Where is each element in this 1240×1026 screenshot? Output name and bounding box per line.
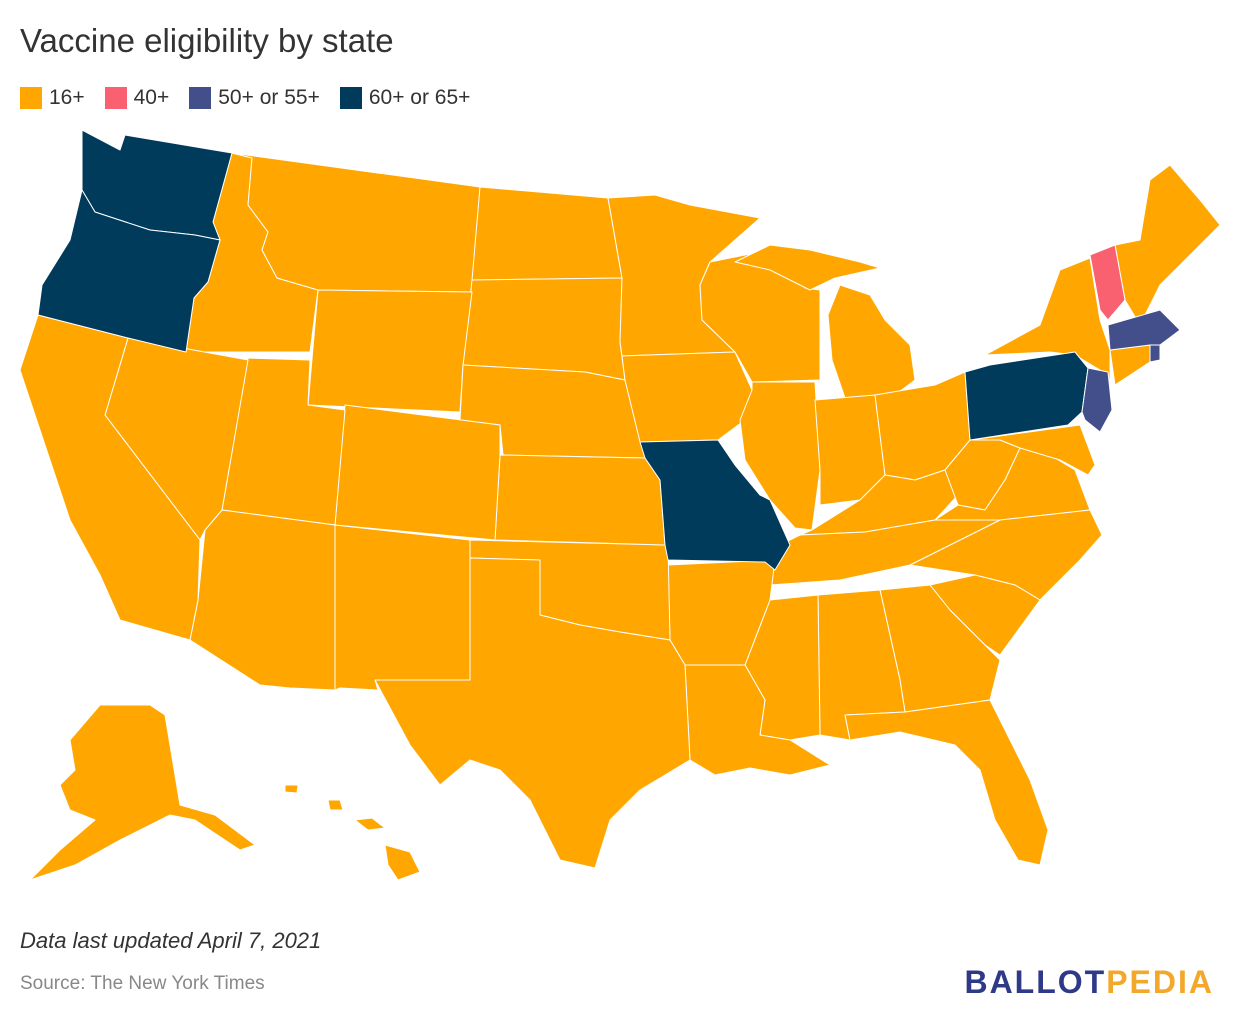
state-rhode-island: [1149, 344, 1161, 363]
state-hawaii-islands: [284, 784, 386, 831]
legend: 16+ 40+ 50+ or 55+ 60+ or 65+: [20, 86, 490, 110]
map-title: Vaccine eligibility by state: [20, 22, 394, 59]
state-oregon: [37, 189, 221, 353]
logo-part-pedia: PEDIA: [1106, 964, 1214, 1000]
legend-label-50-or-55-plus: 50+ or 55+: [218, 86, 320, 109]
data-updated-note: Data last updated April 7, 2021: [20, 928, 322, 953]
legend-swatch-16-plus: [20, 87, 42, 109]
state-california: [19, 314, 201, 641]
state-massachusetts: [1107, 309, 1181, 351]
state-vermont: [1089, 244, 1126, 321]
state-missouri: [639, 439, 791, 571]
state-alaska: [29, 704, 256, 881]
state-maryland-delaware: [969, 424, 1096, 476]
legend-item-16-plus: 16+: [20, 86, 85, 110]
state-new-mexico: [334, 524, 471, 691]
legend-item-60-or-65-plus: 60+ or 65+: [339, 86, 471, 110]
state-michigan-lower: [827, 284, 916, 399]
state-arizona: [189, 509, 336, 691]
legend-label-60-or-65-plus: 60+ or 65+: [368, 86, 471, 109]
state-north-dakota: [471, 186, 623, 281]
state-tennessee: [769, 519, 1001, 586]
state-hawaii: [384, 844, 421, 881]
legend-label-16-plus: 16+: [49, 86, 85, 109]
state-colorado: [334, 404, 501, 541]
state-new-hampshire-maine: [1114, 164, 1221, 326]
logo-part-ballot: BALLOT: [964, 964, 1107, 1000]
state-south-dakota: [462, 277, 626, 381]
state-texas: [374, 557, 691, 869]
state-louisiana: [684, 664, 831, 776]
legend-swatch-40-plus: [104, 87, 127, 109]
legend-item-50-or-55-plus: 50+ or 55+: [189, 86, 320, 110]
state-connecticut: [1109, 344, 1151, 386]
state-wyoming: [307, 289, 473, 413]
legend-item-40-plus: 40+: [104, 86, 170, 110]
state-michigan-upper: [734, 244, 881, 291]
legend-label-40-plus: 40+: [133, 86, 170, 109]
state-kansas: [494, 454, 666, 546]
legend-swatch-50-or-55-plus: [189, 87, 212, 109]
ballotpedia-logo: BALLOTPEDIA: [964, 964, 1214, 1001]
source-text: Source: The New York Times: [20, 973, 265, 994]
legend-swatch-60-or-65-plus: [339, 87, 362, 109]
state-florida: [844, 699, 1049, 866]
state-iowa: [621, 351, 753, 443]
state-new-jersey: [1081, 367, 1113, 433]
